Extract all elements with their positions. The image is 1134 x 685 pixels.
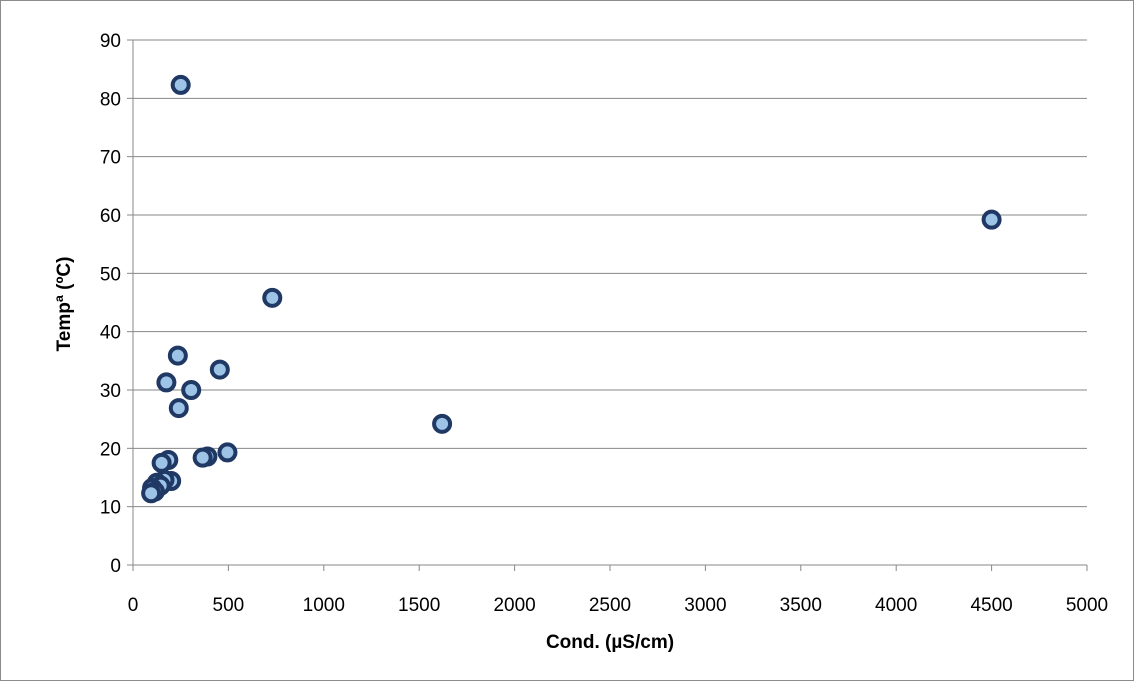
x-tick-label-3000: 3000 bbox=[684, 595, 726, 616]
x-tick-label-2000: 2000 bbox=[493, 595, 535, 616]
data-point-5 bbox=[156, 372, 177, 393]
x-tick-label-2500: 2500 bbox=[589, 595, 631, 616]
y-tick-label-60: 60 bbox=[100, 206, 121, 227]
data-point-4 bbox=[209, 359, 230, 380]
data-point-3 bbox=[167, 345, 188, 366]
data-point-1 bbox=[981, 209, 1002, 230]
y-tick-label-0: 0 bbox=[110, 556, 121, 577]
x-axis-title: Cond. (µS/cm) bbox=[546, 632, 674, 653]
y-tick-label-30: 30 bbox=[100, 381, 121, 402]
x-tick-label-4500: 4500 bbox=[970, 595, 1012, 616]
data-point-2 bbox=[262, 287, 283, 308]
data-point-0 bbox=[170, 74, 191, 95]
data-point-7 bbox=[168, 398, 189, 419]
axes bbox=[127, 39, 1088, 571]
data-point-13 bbox=[151, 452, 172, 473]
y-tick-label-10: 10 bbox=[100, 498, 121, 519]
y-tick-label-50: 50 bbox=[100, 264, 121, 285]
y-axis-title: Tempª (ºC) bbox=[54, 257, 75, 352]
x-tick-label-0: 0 bbox=[128, 595, 139, 616]
data-point-9 bbox=[217, 442, 238, 463]
x-tick-label-3500: 3500 bbox=[780, 595, 822, 616]
y-tick-label-20: 20 bbox=[100, 439, 121, 460]
gridlines bbox=[133, 39, 1087, 508]
data-point-6 bbox=[181, 380, 202, 400]
tick-labels: 0 10 20 30 40 50 60 70 80 90 0 500 1000 1500 2000 2500 3… bbox=[100, 31, 1108, 616]
x-tick-label-1500: 1500 bbox=[398, 595, 440, 616]
y-tick-label-80: 80 bbox=[100, 89, 121, 110]
x-tick-label-5000: 5000 bbox=[1066, 595, 1108, 616]
y-tick-label-70: 70 bbox=[100, 148, 121, 169]
data-point-11 bbox=[192, 447, 213, 468]
data-point-8 bbox=[432, 413, 453, 434]
x-tick-label-500: 500 bbox=[213, 595, 245, 616]
data-points bbox=[141, 74, 1002, 504]
x-tick-label-4000: 4000 bbox=[875, 595, 917, 616]
data-point-20 bbox=[141, 483, 162, 504]
x-tick-label-1000: 1000 bbox=[303, 595, 345, 616]
y-tick-label-40: 40 bbox=[100, 323, 121, 344]
y-tick-label-90: 90 bbox=[100, 31, 121, 52]
